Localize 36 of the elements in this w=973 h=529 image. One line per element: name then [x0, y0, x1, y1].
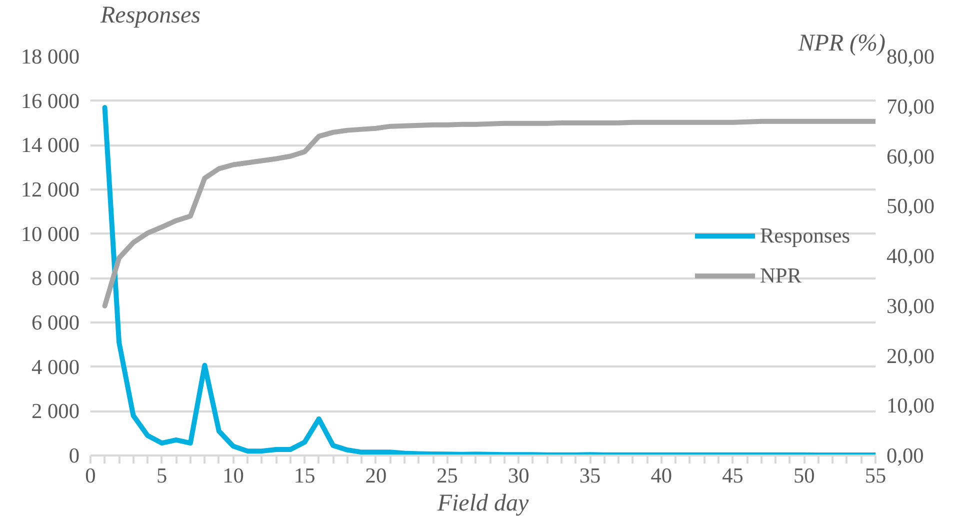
- x-tick-label: 25: [436, 464, 458, 488]
- y-tick-label: 18 000: [20, 44, 80, 68]
- x-axis-title: Field day: [436, 490, 529, 516]
- y2-tick-label: 20,00: [886, 344, 934, 368]
- y-tick-label: 12 000: [20, 178, 80, 202]
- y2-tick-label: 10,00: [886, 394, 934, 418]
- x-tick-label: 0: [85, 464, 96, 488]
- y2-tick-label: 40,00: [886, 244, 934, 268]
- y-tick-label: 14 000: [20, 133, 80, 158]
- y2-tick-label: 70,00: [886, 94, 934, 118]
- x-tick-label: 50: [793, 464, 815, 488]
- legend-label: Responses: [760, 223, 850, 248]
- y-tick-label: 4 000: [32, 354, 80, 379]
- y2-tick-label: 0,00: [886, 444, 924, 468]
- x-tick-label: 30: [508, 464, 530, 488]
- y-tick-label: 2 000: [32, 399, 80, 424]
- y-tick-label: 0: [68, 444, 80, 468]
- legend-label: NPR: [760, 263, 802, 288]
- x-tick-label: 35: [579, 464, 601, 488]
- x-tick-label: 20: [365, 464, 387, 488]
- x-tick-label: 10: [222, 464, 244, 488]
- y2-tick-label: 60,00: [886, 144, 934, 168]
- x-tick-label: 40: [650, 464, 672, 488]
- y2-axis-title: NPR (%): [797, 30, 886, 56]
- y-tick-label: 8 000: [32, 266, 80, 290]
- y2-tick-label: 50,00: [886, 194, 934, 218]
- y-tick-label: 10 000: [20, 222, 80, 246]
- x-tick-label: 15: [294, 464, 316, 488]
- y-tick-label: 16 000: [20, 88, 80, 113]
- y-tick-label: 6 000: [32, 310, 80, 334]
- x-tick-label: 45: [722, 464, 744, 488]
- y2-tick-label: 80,00: [886, 44, 934, 68]
- y2-tick-label: 30,00: [886, 294, 934, 318]
- x-tick-label: 5: [156, 464, 168, 488]
- y-axis-title: Responses: [100, 2, 200, 28]
- x-tick-label: 55: [864, 464, 886, 488]
